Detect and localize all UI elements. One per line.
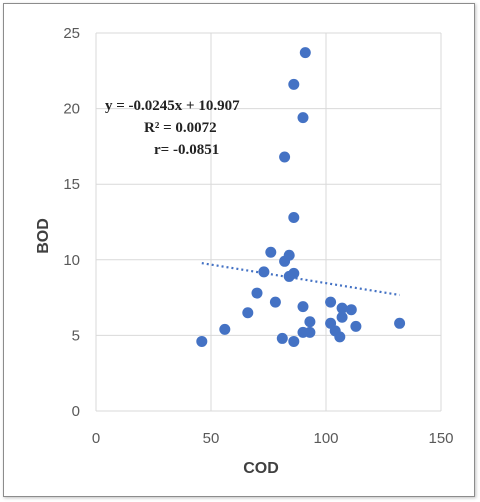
regression-annotation: R² = 0.0072: [144, 120, 217, 136]
gridlines: [95, 32, 442, 412]
scatter-chart: 0 50 100 150 0 5 10 15 20 25 y = -0.0245x + 10.90…: [35, 25, 454, 477]
data-point: [276, 332, 288, 344]
annotation-group: y = -0.0245x + 10.907 R² = 0.0072 r= -0.08…: [105, 98, 240, 158]
regression-annotation: r= -0.0851: [154, 142, 219, 158]
data-point: [265, 246, 277, 258]
data-point: [242, 307, 254, 319]
y-tick-label: 25: [63, 25, 80, 42]
data-point: [304, 326, 316, 338]
data-point: [269, 296, 281, 308]
data-point: [288, 211, 300, 223]
data-point: [219, 323, 231, 335]
x-tick-label: 50: [203, 430, 220, 447]
y-tick-label: 0: [72, 403, 80, 420]
data-point: [304, 316, 316, 328]
data-points: [196, 47, 406, 347]
x-tick-label: 0: [92, 430, 100, 447]
data-point: [251, 287, 263, 299]
x-tick-label: 100: [313, 430, 338, 447]
regression-annotation: y = -0.0245x + 10.907: [105, 98, 240, 114]
y-tick-label: 5: [72, 327, 80, 344]
tick-labels: 0 50 100 150 0 5 10 15 20 25: [63, 25, 453, 447]
data-point: [299, 47, 311, 59]
data-point: [394, 317, 406, 329]
y-tick-label: 20: [63, 101, 80, 118]
data-point: [297, 112, 309, 124]
trendline-group: [201, 262, 400, 297]
data-point: [336, 311, 348, 323]
data-point: [336, 302, 348, 314]
trendline: [201, 262, 400, 297]
x-tick-label: 150: [428, 430, 453, 447]
data-point: [283, 249, 295, 261]
data-point: [334, 331, 346, 343]
data-point: [279, 151, 291, 163]
data-point: [288, 267, 300, 279]
y-tick-label: 10: [63, 252, 80, 269]
data-point: [288, 78, 300, 90]
y-tick-label: 15: [63, 176, 80, 193]
data-point: [258, 266, 270, 278]
data-point: [325, 296, 337, 308]
data-point: [345, 304, 357, 316]
chart-frame: 0 50 100 150 0 5 10 15 20 25 y = -0.0245x + 10.90…: [3, 3, 475, 497]
data-point: [288, 335, 300, 347]
data-point: [350, 320, 362, 332]
data-point: [196, 335, 208, 347]
x-axis-title: COD: [243, 460, 279, 477]
data-point: [297, 301, 309, 313]
y-axis-title: BOD: [35, 218, 52, 254]
